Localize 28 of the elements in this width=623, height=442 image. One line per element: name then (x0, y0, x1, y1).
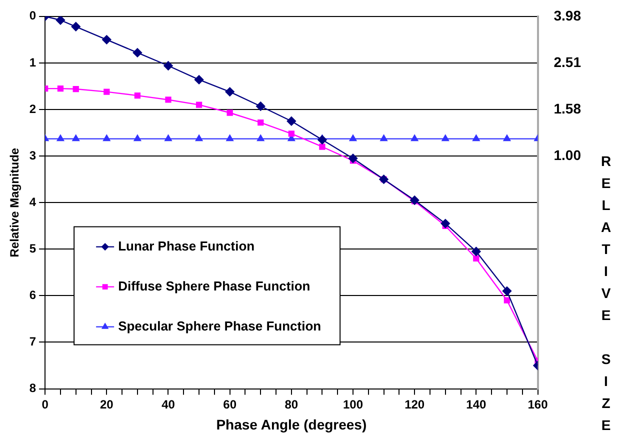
y2-tick-label: 1.58 (554, 100, 582, 117)
y-tick-label: 5 (29, 241, 36, 256)
legend-label: Specular Sphere Phase Function (118, 318, 322, 334)
y-tick-label: 6 (29, 288, 36, 302)
legend-label: Lunar Phase Function (118, 238, 255, 254)
x-axis-title: Phase Angle (degrees) (216, 416, 367, 432)
x-tick-label: 120 (404, 397, 425, 412)
x-tick-label: 20 (100, 397, 114, 412)
y2-tick-label: 3.98 (554, 7, 582, 24)
y-tick-label: 8 (29, 381, 36, 396)
text: RELATIVE SIZE (600, 153, 612, 433)
y2-tick-label: 2.51 (554, 54, 582, 70)
y-tick-label: 1 (29, 55, 36, 70)
x-tick-label: 160 (528, 397, 548, 412)
y-axis-title: Relative Magnitude (8, 148, 22, 258)
x-tick-label: 60 (223, 397, 237, 412)
x-tick-label: 140 (466, 397, 486, 412)
y-tick-label: 7 (29, 334, 36, 349)
x-tick-label: 100 (342, 397, 364, 412)
y-tick-label: 4 (29, 194, 36, 209)
x-tick-label: 40 (162, 397, 176, 412)
y-tick-label: 0 (29, 8, 36, 23)
y-tick-label: 2 (29, 102, 36, 116)
y2-tick-label: 1.00 (554, 146, 582, 163)
legend-label: Diffuse Sphere Phase Function (118, 278, 310, 294)
y-tick-label: 3 (29, 148, 36, 162)
x-tick-label: 0 (42, 397, 49, 412)
x-tick-label: 80 (284, 397, 298, 412)
